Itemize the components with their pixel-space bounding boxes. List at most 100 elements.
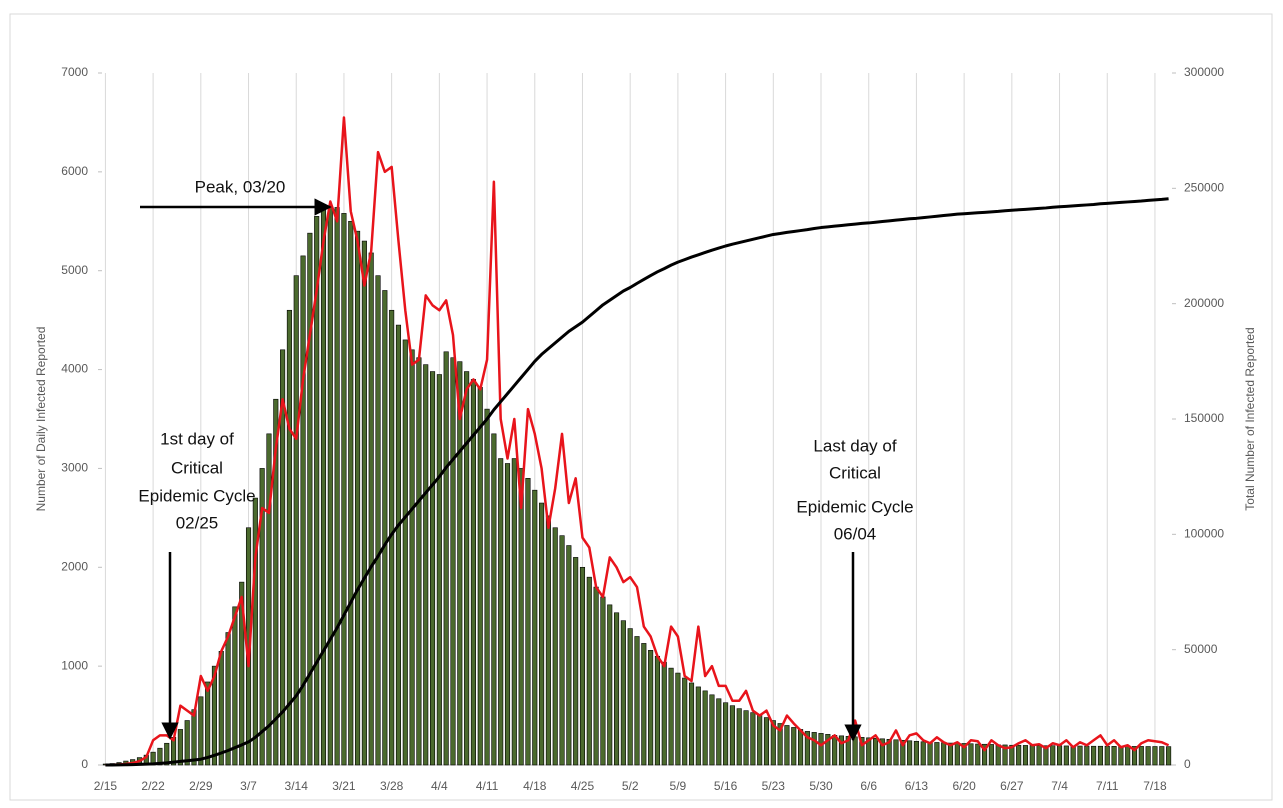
bar bbox=[593, 586, 599, 766]
bar bbox=[259, 468, 265, 766]
bar bbox=[1084, 745, 1090, 766]
bar bbox=[1022, 745, 1029, 766]
bar bbox=[300, 255, 306, 766]
bar bbox=[607, 604, 613, 766]
bar bbox=[532, 489, 538, 766]
bar bbox=[627, 628, 633, 766]
bar bbox=[798, 729, 804, 766]
bar bbox=[1056, 745, 1063, 766]
bar bbox=[648, 650, 654, 766]
y-tick-label: 6000 bbox=[61, 164, 88, 178]
bar bbox=[1070, 745, 1076, 766]
x-tick-label: 3/28 bbox=[380, 779, 404, 793]
x-tick-label: 4/25 bbox=[571, 779, 595, 793]
annotation: 02/25 bbox=[176, 513, 219, 532]
bar bbox=[620, 620, 626, 766]
y2-tick-label: 150000 bbox=[1184, 411, 1224, 425]
bar bbox=[443, 351, 449, 766]
y2-tick-label: 300000 bbox=[1184, 65, 1224, 79]
bar bbox=[709, 694, 715, 766]
bar bbox=[614, 612, 620, 766]
bar bbox=[286, 309, 292, 766]
bar bbox=[191, 709, 197, 766]
bar bbox=[961, 743, 967, 766]
bar bbox=[968, 743, 974, 766]
bar bbox=[355, 230, 361, 766]
y2-tick-label: 50000 bbox=[1184, 642, 1218, 656]
bar bbox=[1131, 746, 1138, 766]
bar bbox=[1043, 745, 1049, 766]
x-tick-label: 7/4 bbox=[1051, 779, 1068, 793]
y2-tick-label: 200000 bbox=[1184, 296, 1224, 310]
bar bbox=[239, 581, 245, 766]
bar bbox=[368, 252, 374, 766]
bar bbox=[1138, 746, 1144, 766]
bar bbox=[491, 433, 497, 766]
bar bbox=[1016, 744, 1022, 766]
bar bbox=[184, 720, 190, 766]
x-tick-label: 6/13 bbox=[905, 779, 929, 793]
bar bbox=[293, 275, 299, 766]
bar bbox=[164, 742, 170, 766]
bar bbox=[511, 458, 517, 766]
bar bbox=[545, 515, 551, 766]
bar bbox=[402, 339, 408, 766]
annotation: Peak, 03/20 bbox=[195, 177, 286, 196]
bar bbox=[920, 741, 926, 766]
bar bbox=[205, 681, 211, 766]
bar bbox=[157, 747, 163, 766]
line bbox=[105, 116, 1170, 767]
y2-axis-label: Total Number of Infected Reported bbox=[1243, 327, 1257, 510]
x-tick-label: 4/4 bbox=[431, 779, 448, 793]
x-tick-label: 3/21 bbox=[332, 779, 356, 793]
bar bbox=[552, 527, 558, 766]
bar bbox=[825, 734, 831, 766]
bar bbox=[852, 736, 858, 766]
bar bbox=[504, 463, 511, 766]
x-tick-label: 7/11 bbox=[1096, 779, 1119, 793]
bar bbox=[634, 636, 640, 766]
bar bbox=[307, 232, 313, 766]
bar bbox=[198, 696, 204, 766]
bar bbox=[1050, 745, 1056, 766]
y-tick-label: 2000 bbox=[61, 559, 88, 573]
bar bbox=[859, 737, 865, 766]
bar bbox=[559, 535, 565, 766]
bar bbox=[334, 207, 340, 766]
bar bbox=[464, 371, 470, 766]
bar bbox=[1077, 745, 1083, 766]
annotation: Epidemic Cycle bbox=[138, 486, 255, 505]
x-tick-label: 5/9 bbox=[670, 779, 687, 793]
bar bbox=[900, 739, 906, 766]
bar bbox=[791, 727, 797, 766]
bar bbox=[777, 723, 783, 766]
x-tick-label: 3/7 bbox=[240, 779, 257, 793]
bar bbox=[675, 672, 681, 766]
x-tick-label: 4/18 bbox=[523, 779, 547, 793]
y2-tick-label: 100000 bbox=[1184, 527, 1224, 541]
bar bbox=[395, 324, 402, 766]
bar bbox=[975, 743, 981, 766]
bar bbox=[382, 290, 388, 766]
bar bbox=[280, 349, 286, 766]
bar bbox=[736, 708, 742, 766]
bar bbox=[811, 732, 817, 766]
bar bbox=[818, 733, 824, 766]
x-tick-label: 5/16 bbox=[714, 779, 738, 793]
bar bbox=[988, 744, 994, 766]
bar bbox=[1125, 746, 1131, 766]
bar bbox=[375, 275, 381, 766]
bar bbox=[484, 408, 490, 766]
x-tick-label: 6/27 bbox=[1000, 779, 1024, 793]
bar bbox=[804, 731, 810, 766]
bar bbox=[702, 690, 708, 766]
line bbox=[105, 197, 1169, 767]
bar bbox=[314, 216, 320, 766]
y-tick-label: 5000 bbox=[61, 263, 88, 277]
bar bbox=[450, 357, 456, 766]
y-tick-label: 3000 bbox=[61, 461, 88, 475]
frame bbox=[9, 13, 1273, 801]
bar bbox=[457, 361, 463, 766]
bar bbox=[866, 737, 872, 766]
x-tick-label: 2/15 bbox=[94, 779, 118, 793]
